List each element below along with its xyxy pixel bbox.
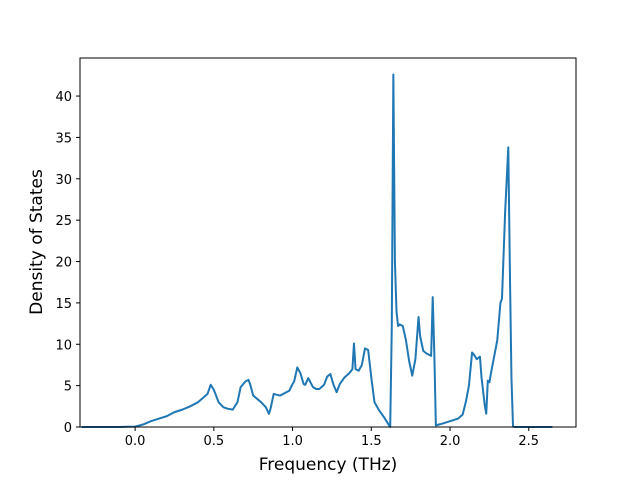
x-tick-label: 0.0 <box>125 434 146 449</box>
x-tick-label: 1.5 <box>361 434 382 449</box>
y-tick-label: 5 <box>64 380 72 395</box>
x-tick-label: 2.0 <box>440 434 461 449</box>
y-axis-ticks: 0 5 10 15 20 25 30 35 40 <box>55 90 80 436</box>
x-tick-label: 2.5 <box>518 434 539 449</box>
x-axis-label: Frequency (THz) <box>259 455 398 475</box>
y-axis-label: Density of States <box>27 169 47 315</box>
y-tick-label: 40 <box>55 90 72 105</box>
x-tick-label: 1.0 <box>282 434 303 449</box>
y-tick-label: 25 <box>55 214 72 229</box>
x-axis-ticks: 0.0 0.5 1.0 1.5 2.0 2.5 <box>125 427 539 449</box>
y-tick-label: 15 <box>55 297 72 312</box>
y-tick-label: 0 <box>64 421 72 436</box>
y-tick-label: 20 <box>55 256 72 271</box>
plot-area <box>81 73 553 428</box>
y-tick-label: 35 <box>55 131 72 146</box>
y-tick-label: 30 <box>55 173 72 188</box>
y-tick-label: 10 <box>55 338 72 353</box>
x-tick-label: 0.5 <box>203 434 224 449</box>
series-line-0 <box>81 73 553 428</box>
plot-frame <box>79 57 577 428</box>
